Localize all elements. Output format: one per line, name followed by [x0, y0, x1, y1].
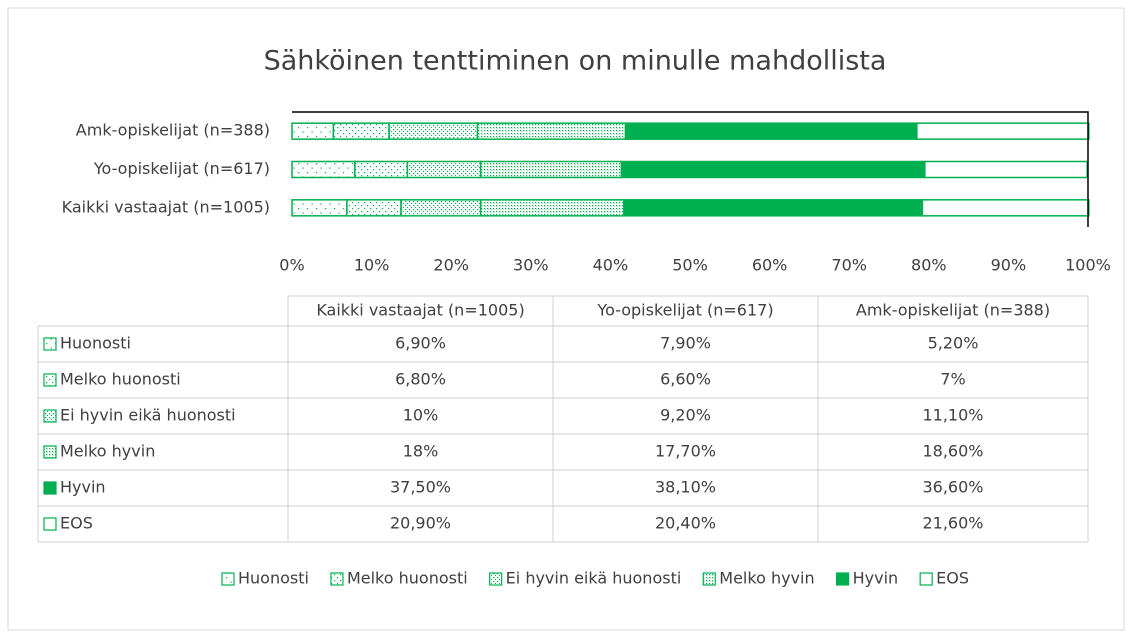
x-tick-label: 30% — [513, 256, 549, 275]
legend-key — [702, 572, 716, 586]
bar-segment — [291, 160, 356, 179]
legend-label: EOS — [936, 569, 969, 588]
table-cell: 6,80% — [395, 370, 446, 389]
legend-key — [330, 572, 344, 586]
table-cell: 10% — [403, 406, 439, 425]
x-tick-label: 60% — [752, 256, 788, 275]
bar-segment — [476, 122, 627, 140]
table-legend-key — [43, 337, 57, 351]
x-tick-label: 10% — [354, 256, 390, 275]
legend-key — [919, 572, 933, 586]
bar-segment — [916, 122, 1090, 140]
table-legend-key — [43, 445, 57, 459]
table-row-label: Huonosti — [60, 334, 131, 353]
legend-key — [836, 572, 850, 586]
x-tick-label: 100% — [1065, 256, 1111, 275]
bar-segment — [388, 122, 479, 140]
legend-label: Ei hyvin eikä huonosti — [506, 569, 682, 588]
table-cell: 38,10% — [655, 478, 716, 497]
table-row-label: Melko huonosti — [60, 370, 181, 389]
legend-label: Melko hyvin — [719, 569, 814, 588]
bar-segment — [354, 160, 409, 179]
plot-border — [292, 111, 1089, 227]
bar-segment — [291, 122, 335, 140]
table-cell: 7% — [940, 370, 965, 389]
table-cell: 5,20% — [928, 334, 979, 353]
legend-label: Hyvin — [853, 569, 899, 588]
y-tick-label: Amk-opiskelijat (n=388) — [76, 121, 270, 140]
table-cell: 18% — [403, 442, 439, 461]
bar-segment — [623, 199, 924, 217]
x-tick-label: 20% — [433, 256, 469, 275]
x-tick-label: 70% — [831, 256, 867, 275]
x-tick-label: 40% — [593, 256, 629, 275]
table-header: Amk-opiskelijat (n=388) — [856, 301, 1050, 320]
table-row-label: Melko hyvin — [60, 442, 155, 461]
x-tick-label: 50% — [672, 256, 708, 275]
bar-segment — [620, 160, 926, 179]
table-cell: 18,60% — [922, 442, 983, 461]
table-row-label: Ei hyvin eikä huonosti — [60, 406, 236, 425]
bar-segment — [624, 122, 918, 140]
table-row-label: Hyvin — [60, 478, 106, 497]
table-cell: 37,50% — [390, 478, 451, 497]
y-tick-label: Yo-opiskelijat (n=617) — [93, 159, 270, 178]
legend-label: Huonosti — [238, 569, 309, 588]
table-cell: 20,40% — [655, 514, 716, 533]
legend-key — [221, 572, 235, 586]
table-legend-key — [43, 481, 57, 495]
bar-segment — [479, 160, 623, 179]
legend-label: Melko huonosti — [347, 569, 468, 588]
bar-segment — [924, 160, 1088, 179]
table-cell: 7,90% — [660, 334, 711, 353]
table-cell: 9,20% — [660, 406, 711, 425]
bar-segment — [346, 199, 402, 217]
bar-segment — [406, 160, 482, 179]
table-cell: 21,60% — [922, 514, 983, 533]
table-row-label: EOS — [60, 514, 93, 533]
table-cell: 6,60% — [660, 370, 711, 389]
bar-segment — [332, 122, 390, 140]
table-header: Kaikki vastaajat (n=1005) — [316, 301, 524, 320]
y-tick-label: Kaikki vastaajat (n=1005) — [62, 197, 270, 216]
table-cell: 20,90% — [390, 514, 451, 533]
table-header: Yo-opiskelijat (n=617) — [596, 301, 773, 320]
bar-segment — [921, 199, 1090, 217]
x-tick-label: 0% — [279, 256, 304, 275]
bar-segment — [479, 199, 625, 217]
legend-key — [489, 572, 503, 586]
table-cell: 36,60% — [922, 478, 983, 497]
chart-title: Sähköinen tenttiminen on minulle mahdoll… — [264, 46, 887, 77]
bar-segment — [400, 199, 482, 217]
x-tick-label: 80% — [911, 256, 947, 275]
table-cell: 6,90% — [395, 334, 446, 353]
table-legend-key — [43, 373, 57, 387]
table-cell: 17,70% — [655, 442, 716, 461]
table-legend-key — [43, 517, 57, 531]
x-tick-label: 90% — [991, 256, 1027, 275]
table-cell: 11,10% — [922, 406, 983, 425]
bar-segment — [291, 199, 348, 217]
table-legend-key — [43, 409, 57, 423]
